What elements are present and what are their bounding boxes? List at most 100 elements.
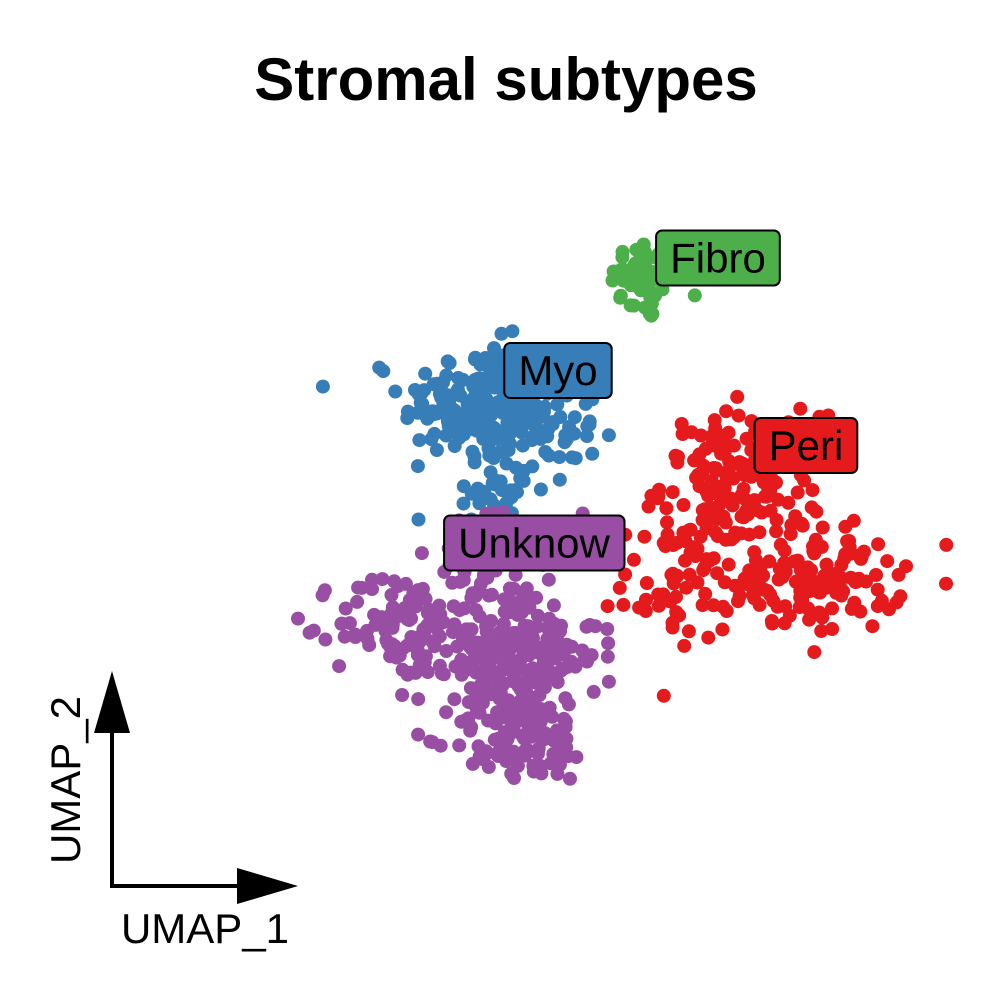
data-point-unknow — [360, 623, 374, 638]
data-point-peri — [769, 524, 784, 539]
data-point-unknow — [497, 604, 512, 619]
data-point-unknow — [469, 603, 483, 618]
data-point-peri — [696, 563, 711, 578]
data-point-myo — [492, 445, 507, 460]
data-point-myo — [467, 449, 482, 464]
data-point-peri — [732, 588, 747, 603]
data-point-unknow — [335, 616, 349, 631]
cluster-label-text: Fibro — [670, 235, 766, 282]
data-point-myo — [427, 426, 442, 441]
data-point-unknow — [579, 619, 594, 634]
data-point-unknow — [423, 734, 438, 749]
x-axis-label: UMAP_1 — [121, 905, 289, 952]
data-point-peri — [788, 574, 803, 589]
data-point-unknow — [521, 619, 536, 634]
data-point-peri — [671, 449, 685, 464]
data-point-peri — [701, 630, 716, 645]
data-point-unknow — [479, 619, 494, 634]
data-point-peri — [660, 515, 674, 530]
data-point-unknow — [526, 631, 540, 645]
data-point-peri — [793, 401, 808, 416]
data-point-myo — [471, 371, 486, 386]
data-point-myo — [515, 438, 530, 453]
data-point-unknow — [558, 691, 573, 706]
data-point-myo — [538, 445, 553, 459]
data-point-myo — [545, 415, 560, 430]
cluster-label-box — [655, 229, 781, 287]
data-point-myo — [505, 324, 520, 339]
data-point-unknow — [395, 688, 410, 702]
data-point-peri — [678, 534, 693, 549]
data-point-unknow — [318, 632, 333, 647]
data-point-myo — [513, 471, 528, 486]
data-point-peri — [939, 537, 954, 552]
data-point-myo — [483, 465, 498, 480]
data-point-myo — [585, 446, 600, 461]
data-point-peri — [870, 599, 885, 614]
data-point-unknow — [515, 702, 530, 717]
data-point-peri — [825, 601, 839, 616]
data-point-unknow — [433, 738, 448, 753]
data-point-peri — [659, 501, 674, 516]
data-point-myo — [514, 425, 529, 440]
data-point-myo — [442, 356, 457, 370]
data-point-myo — [426, 407, 441, 422]
data-point-myo — [528, 427, 542, 442]
series-unknow — [291, 505, 616, 786]
data-point-myo — [507, 483, 522, 498]
data-point-myo — [460, 396, 475, 411]
data-point-unknow — [465, 586, 480, 601]
data-point-unknow — [456, 573, 471, 588]
data-point-peri — [721, 462, 736, 477]
data-point-unknow — [463, 723, 478, 738]
data-point-unknow — [559, 740, 574, 755]
cluster-label-fibro: Fibro — [655, 229, 781, 287]
data-point-unknow — [411, 727, 426, 742]
data-point-unknow — [417, 624, 432, 639]
data-point-myo — [439, 368, 454, 383]
data-point-peri — [692, 447, 707, 462]
data-point-unknow — [489, 683, 504, 698]
data-point-myo — [550, 397, 565, 412]
data-point-peri — [737, 491, 752, 506]
data-point-unknow — [439, 705, 454, 720]
data-point-fibro — [627, 298, 641, 313]
data-point-myo — [565, 450, 579, 465]
data-point-peri — [825, 622, 840, 636]
y-axis-label: UMAP_2 — [42, 696, 89, 864]
data-point-peri — [612, 580, 627, 595]
data-point-fibro — [687, 288, 702, 303]
data-point-unknow — [413, 592, 428, 607]
data-point-peri — [730, 389, 745, 404]
data-point-peri — [713, 481, 728, 496]
data-point-unknow — [414, 546, 429, 561]
data-point-peri — [754, 505, 769, 520]
data-point-unknow — [506, 744, 521, 759]
data-point-peri — [851, 571, 866, 586]
data-point-fibro — [613, 288, 628, 303]
data-point-unknow — [481, 632, 496, 647]
data-point-unknow — [601, 674, 616, 689]
data-point-myo — [439, 428, 454, 443]
data-point-unknow — [537, 640, 551, 655]
data-point-fibro — [636, 237, 651, 252]
data-point-peri — [899, 559, 913, 574]
data-point-peri — [672, 608, 687, 623]
data-point-myo — [535, 409, 549, 424]
data-point-peri — [641, 499, 656, 514]
data-point-unknow — [486, 651, 500, 666]
data-point-unknow — [569, 750, 584, 765]
cluster-label-box — [753, 417, 859, 474]
data-point-unknow — [337, 629, 352, 644]
data-point-peri — [814, 624, 829, 638]
axis-arrows — [94, 671, 298, 904]
data-point-unknow — [586, 684, 601, 699]
data-point-unknow — [563, 771, 577, 786]
data-point-fibro — [642, 306, 657, 321]
data-point-unknow — [499, 662, 514, 676]
data-point-myo — [474, 391, 488, 406]
data-point-unknow — [523, 593, 538, 608]
data-point-unknow — [410, 648, 425, 663]
data-point-peri — [679, 580, 694, 595]
